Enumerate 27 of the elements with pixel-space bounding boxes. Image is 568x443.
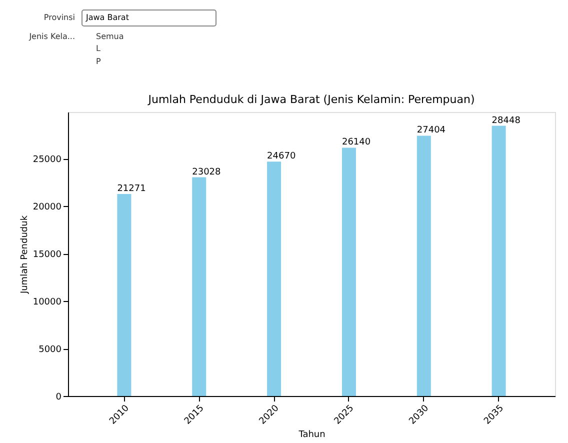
data-label: 23028 bbox=[192, 167, 222, 178]
bar bbox=[416, 136, 431, 396]
bar bbox=[117, 194, 132, 396]
y-tick-label: 0 bbox=[56, 392, 62, 402]
y-tick-label: 5000 bbox=[38, 345, 62, 356]
text: Semua bbox=[96, 32, 124, 41]
y-tick-label: 10000 bbox=[32, 298, 62, 308]
text: Jawa Barat bbox=[85, 13, 129, 22]
x-axis-title: Tahun bbox=[298, 430, 326, 440]
bar bbox=[492, 126, 506, 396]
bar bbox=[192, 177, 206, 396]
text: P bbox=[96, 57, 101, 66]
data-label: 21271 bbox=[117, 184, 146, 194]
y-tick-label: 25000 bbox=[32, 155, 62, 166]
y-tick-label: 15000 bbox=[32, 250, 62, 260]
chart-title: Jumlah Penduduk di Jawa Barat (Jenis Kelamin: Perempuan) bbox=[147, 93, 475, 106]
y-tick-label: 20000 bbox=[32, 202, 62, 213]
data-label: 24670 bbox=[267, 152, 296, 162]
y-axis-title: Jumlah Penduduk bbox=[20, 214, 30, 295]
bar bbox=[342, 148, 356, 396]
data-label: 26140 bbox=[342, 138, 371, 148]
text: L bbox=[96, 44, 101, 53]
text: Provinsi bbox=[44, 13, 75, 22]
bar bbox=[267, 162, 282, 396]
data-label: 28448 bbox=[492, 116, 521, 126]
text: Jenis Kela... bbox=[28, 32, 75, 41]
data-label: 27404 bbox=[416, 126, 446, 136]
